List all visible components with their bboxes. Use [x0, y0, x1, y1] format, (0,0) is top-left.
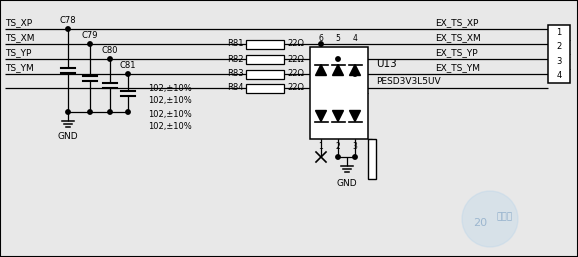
Circle shape	[66, 110, 70, 114]
Text: 2: 2	[336, 142, 340, 151]
Text: EX_TS_YP: EX_TS_YP	[435, 49, 477, 58]
Text: 5: 5	[336, 34, 340, 43]
Text: EX_TS_XM: EX_TS_XM	[435, 33, 481, 42]
Polygon shape	[350, 111, 361, 122]
Text: 102,±10%: 102,±10%	[148, 109, 192, 118]
Circle shape	[336, 155, 340, 159]
Text: R84: R84	[228, 84, 244, 93]
Circle shape	[319, 42, 323, 46]
Polygon shape	[350, 65, 361, 76]
Bar	[548, 25, 570, 83]
Text: 102,±10%: 102,±10%	[148, 96, 192, 106]
Circle shape	[353, 72, 357, 76]
Text: PESD3V3L5UV: PESD3V3L5UV	[376, 77, 440, 86]
Text: 22Ω: 22Ω	[287, 54, 304, 63]
Bar	[246, 54, 284, 63]
Text: EX_TS_XP: EX_TS_XP	[435, 19, 479, 27]
Text: C78: C78	[60, 16, 76, 25]
Text: C81: C81	[120, 61, 136, 70]
Text: 3: 3	[353, 142, 357, 151]
Text: R81: R81	[228, 40, 244, 49]
Circle shape	[126, 110, 130, 114]
Text: EX_TS_YM: EX_TS_YM	[435, 63, 480, 72]
Text: 1: 1	[318, 142, 323, 151]
Text: R83: R83	[227, 69, 244, 78]
Text: U13: U13	[376, 59, 397, 69]
Bar	[246, 69, 284, 78]
Text: 22Ω: 22Ω	[287, 84, 304, 93]
Circle shape	[108, 110, 112, 114]
Text: 2: 2	[557, 42, 562, 51]
Circle shape	[88, 42, 92, 46]
Circle shape	[126, 72, 130, 76]
Polygon shape	[332, 65, 343, 76]
Text: 102,±10%: 102,±10%	[148, 123, 192, 132]
Bar	[246, 84, 284, 93]
Circle shape	[66, 27, 70, 31]
Bar	[368, 139, 376, 179]
Text: 3: 3	[556, 57, 562, 66]
Text: 22Ω: 22Ω	[287, 69, 304, 78]
Circle shape	[336, 57, 340, 61]
Text: TS_YM: TS_YM	[5, 63, 34, 72]
Circle shape	[108, 57, 112, 61]
Polygon shape	[316, 65, 327, 76]
Text: 4: 4	[353, 34, 357, 43]
Text: GND: GND	[58, 132, 78, 141]
Circle shape	[353, 155, 357, 159]
Text: TS_XP: TS_XP	[5, 19, 32, 27]
Bar	[310, 47, 368, 139]
Text: TS_YP: TS_YP	[5, 49, 31, 58]
Text: C79: C79	[81, 31, 98, 40]
Text: 102,±10%: 102,±10%	[148, 84, 192, 93]
Circle shape	[462, 191, 518, 247]
Text: 日月展: 日月展	[497, 213, 513, 222]
Text: R82: R82	[228, 54, 244, 63]
Text: 22Ω: 22Ω	[287, 40, 304, 49]
Circle shape	[88, 110, 92, 114]
Text: 1: 1	[557, 28, 562, 37]
Text: 20: 20	[473, 218, 487, 228]
Polygon shape	[316, 111, 327, 122]
Polygon shape	[332, 111, 343, 122]
Text: 4: 4	[557, 71, 562, 80]
Bar	[246, 40, 284, 49]
Text: 6: 6	[318, 34, 324, 43]
Text: C80: C80	[102, 46, 118, 55]
Text: TS_XM: TS_XM	[5, 33, 35, 42]
Text: GND: GND	[336, 179, 357, 188]
